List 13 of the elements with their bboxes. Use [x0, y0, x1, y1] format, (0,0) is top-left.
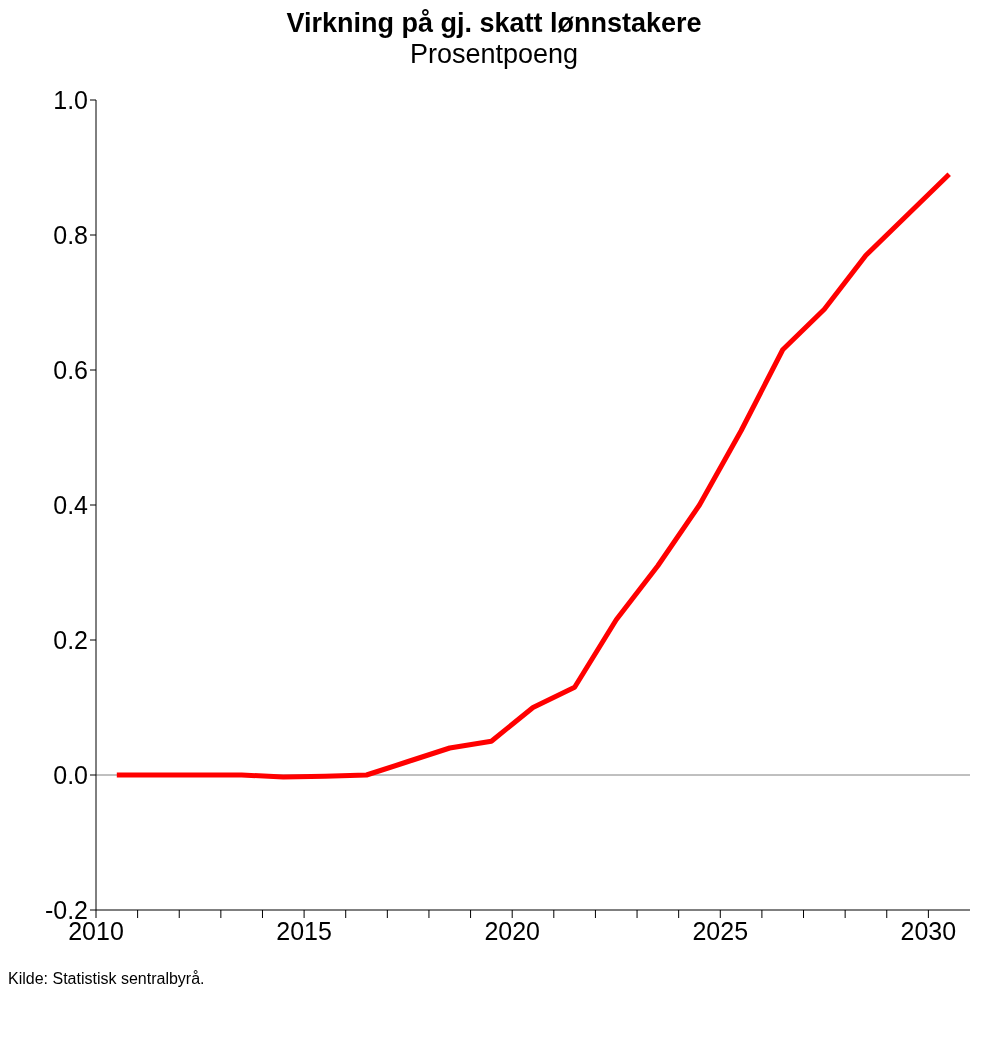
- chart-subtitle: Prosentpoeng: [408, 39, 580, 70]
- x-tick-label: 2020: [484, 916, 540, 945]
- x-tick-label: 2030: [900, 916, 957, 945]
- y-tick-label: 1.0: [53, 85, 88, 114]
- y-tick-label: 0.4: [53, 490, 89, 519]
- y-tick-label: 0.8: [53, 220, 88, 249]
- y-tick-label: 0.2: [53, 625, 88, 654]
- text: Kilde: Statistisk sentralbyrå.: [8, 970, 206, 988]
- x-tick-label: 2015: [276, 916, 332, 945]
- y-tick-label: 0.0: [53, 760, 88, 789]
- chart-title: Virkning på gj. skatt lønnstakere: [285, 8, 703, 39]
- y-tick-label: 0.6: [53, 355, 88, 384]
- x-tick-label: 2025: [692, 916, 749, 945]
